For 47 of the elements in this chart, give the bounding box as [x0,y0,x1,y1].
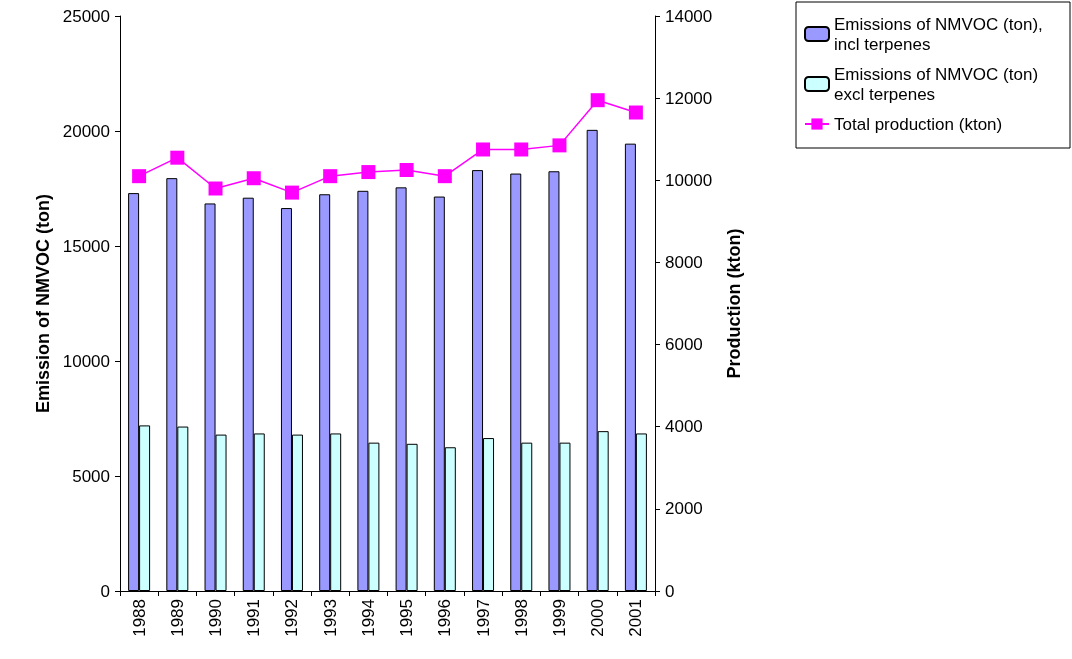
point [399,163,414,178]
x-tick-label: 1991 [244,599,264,637]
point [284,185,299,200]
y2-tick-label: 0 [665,581,675,601]
y-tick-label: 5000 [72,466,110,486]
y-tick-label: 10000 [62,351,110,371]
y2-tick-label: 14000 [665,6,713,26]
x-tick-label: 1999 [549,599,569,637]
point [170,150,185,165]
x-tick-label: 1998 [511,599,531,637]
point [208,181,223,196]
point [628,105,643,120]
x-tick-label: 1996 [435,599,455,637]
y2-tick-label: 8000 [665,252,703,272]
y-tick-label: 15000 [62,236,110,256]
point [361,165,376,180]
x-tick-label: 2001 [626,599,646,637]
y2-tick-label: 6000 [665,335,703,355]
point [437,169,452,184]
point [132,169,147,184]
point [514,142,529,157]
x-tick-label: 1992 [282,599,302,637]
y-axis-title: Emission of NMVOC (ton) [33,194,53,413]
x-tick-label: 1993 [320,599,340,637]
x-tick-label: 1994 [358,599,378,637]
x-tick-label: 1997 [473,599,493,637]
x-tick-label: 1988 [129,599,149,637]
legend-label: Total production (kton) [834,114,1003,134]
point [323,169,338,184]
point [246,171,261,186]
legend-label: Emissions of NMVOC (ton) excl terpenes [834,64,1043,104]
y2-tick-label: 4000 [665,417,703,437]
x-tick-label: 1990 [206,599,226,637]
legend-label: Emissions of NMVOC (ton), incl terpenes [834,14,1048,54]
y-tick-label: 0 [100,581,110,601]
x-tick-label: 2000 [588,599,608,637]
y-tick-label: 20000 [62,121,110,141]
y2-tick-label: 12000 [665,88,713,108]
y2-axis-title: Production (kton) [724,228,744,379]
y2-tick-label: 10000 [665,170,713,190]
x-tick-label: 1995 [397,599,417,637]
y2-tick-label: 2000 [665,499,703,519]
point [590,93,605,108]
point [552,138,567,153]
x-tick-label: 1989 [167,599,187,637]
point [476,142,491,157]
y-tick-label: 25000 [62,6,110,26]
